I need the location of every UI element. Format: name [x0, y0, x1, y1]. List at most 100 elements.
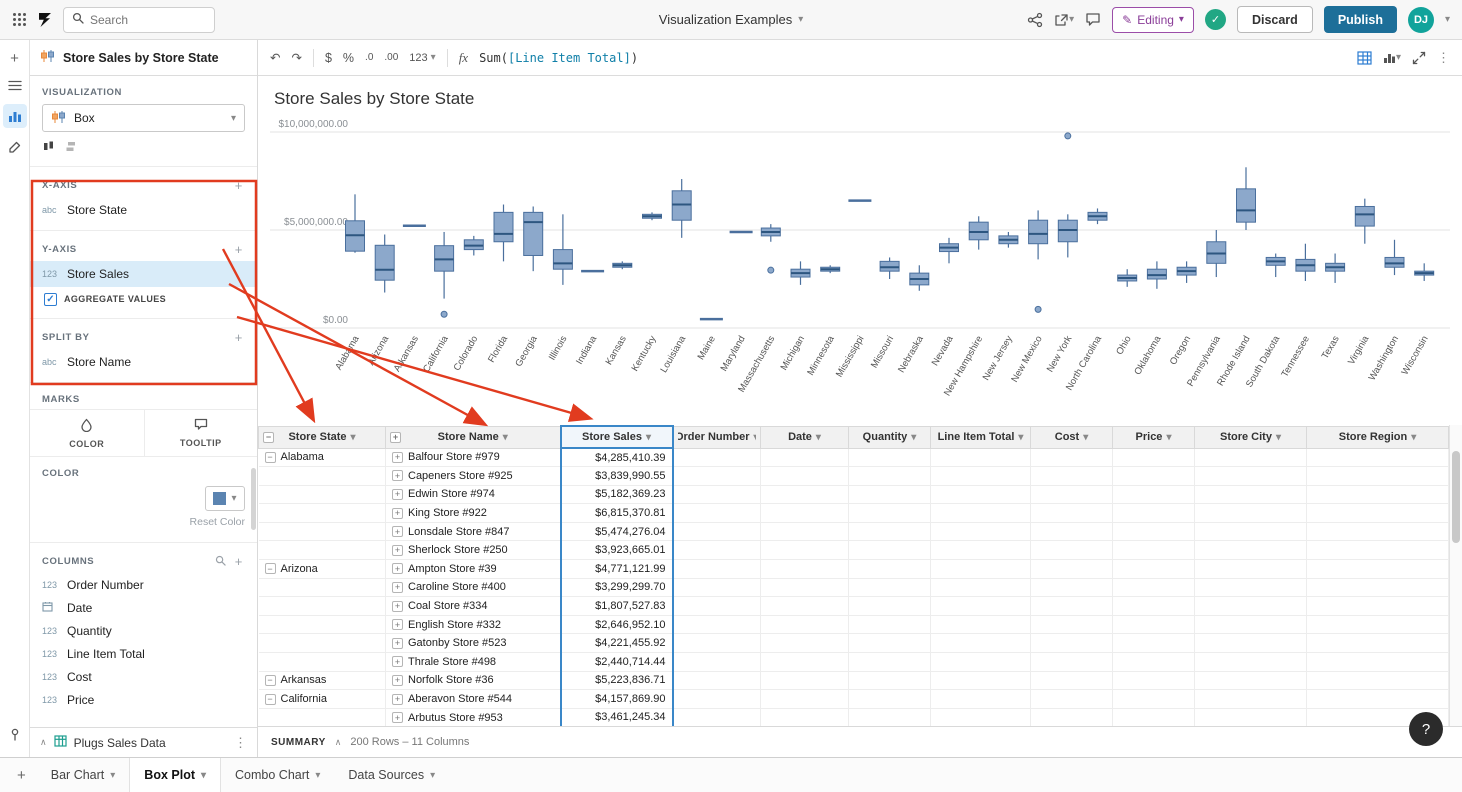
cell-store-name[interactable]: + Aberavon Store #544: [385, 689, 561, 709]
cell-empty[interactable]: [760, 522, 849, 542]
cell-store-sales[interactable]: $3,839,990.55: [559, 466, 674, 486]
column-header-date[interactable]: Date ▾: [760, 425, 849, 449]
cell-empty[interactable]: [1112, 615, 1195, 635]
plus-collapse-icon[interactable]: +: [390, 431, 401, 443]
cell-empty[interactable]: [1306, 522, 1449, 542]
cell-empty[interactable]: [930, 689, 1031, 709]
cell-empty[interactable]: [1194, 448, 1307, 468]
box-tennessee[interactable]: [1295, 243, 1316, 281]
cell-store-sales[interactable]: $4,771,121.99: [559, 559, 674, 579]
cell-store-sales[interactable]: $6,815,370.81: [559, 503, 674, 523]
cell-empty[interactable]: [760, 540, 849, 561]
chevron-down-icon[interactable]: ▾: [645, 431, 651, 443]
plus-expand-icon[interactable]: +: [392, 470, 403, 482]
cell-empty[interactable]: [672, 448, 761, 468]
column-header-store-city[interactable]: Store City ▾: [1194, 425, 1307, 449]
cell-empty[interactable]: [1306, 633, 1449, 654]
add-split-by-field-icon[interactable]: +: [234, 330, 243, 345]
cell-store-sales[interactable]: $3,299,299.70: [559, 578, 674, 598]
cell-store-sales[interactable]: $3,461,245.34: [559, 708, 674, 726]
cell-empty[interactable]: [848, 503, 931, 523]
cell-store-sales[interactable]: $4,157,869.90: [559, 689, 674, 709]
cell-store-name[interactable]: + Arbutus Store #953: [385, 708, 561, 726]
share-icon[interactable]: [1027, 12, 1043, 28]
cell-empty[interactable]: [1112, 485, 1195, 505]
cell-empty[interactable]: [1112, 540, 1195, 561]
chevron-up-icon[interactable]: ∧: [334, 736, 342, 747]
box-colorado[interactable]: [463, 235, 484, 256]
cell-empty[interactable]: [672, 633, 761, 654]
cell-empty[interactable]: [848, 466, 931, 486]
cell-empty[interactable]: [1112, 578, 1195, 598]
cell-empty[interactable]: [1306, 615, 1449, 635]
cell-store-sales[interactable]: $2,646,952.10: [559, 615, 674, 635]
cell-store-state[interactable]: [258, 578, 386, 598]
cell-empty[interactable]: [760, 652, 849, 672]
cell-empty[interactable]: [760, 708, 849, 726]
plus-expand-icon[interactable]: +: [392, 507, 403, 519]
cell-empty[interactable]: [672, 503, 761, 523]
cell-empty[interactable]: [1030, 503, 1113, 523]
sidebar-scrollbar-thumb[interactable]: [251, 468, 256, 530]
cell-store-state[interactable]: [258, 503, 386, 523]
aggregate-values-row[interactable]: ✓ AGGREGATE VALUES: [30, 287, 257, 311]
chevron-down-icon[interactable]: ▾: [1411, 431, 1417, 443]
cell-empty[interactable]: [1112, 448, 1195, 468]
cell-empty[interactable]: [930, 503, 1031, 523]
table-scrollbar[interactable]: [1449, 425, 1462, 726]
decrease-decimal-icon[interactable]: .0: [365, 52, 374, 63]
box-nebraska[interactable]: [909, 265, 930, 291]
cell-empty[interactable]: [848, 485, 931, 505]
plus-expand-icon[interactable]: +: [392, 488, 403, 500]
minus-collapse-icon[interactable]: −: [264, 674, 276, 686]
cell-empty[interactable]: [848, 540, 931, 561]
box-new-jersey[interactable]: [998, 231, 1019, 248]
cell-empty[interactable]: [672, 652, 761, 672]
tab-tooltip[interactable]: TOOLTIP: [143, 410, 257, 456]
column-header-line-item-total[interactable]: Line Item Total ▾: [930, 425, 1031, 449]
column-item-line-item-total[interactable]: 123 Line Item Total: [30, 642, 257, 665]
cell-empty[interactable]: [848, 671, 931, 691]
cell-empty[interactable]: [760, 485, 849, 505]
reset-color-link[interactable]: Reset Color: [189, 516, 245, 528]
table-scrollbar-thumb[interactable]: [1452, 451, 1460, 543]
chevron-down-icon[interactable]: ▾: [1444, 14, 1450, 25]
cell-store-sales[interactable]: $3,923,665.01: [559, 540, 674, 561]
cell-empty[interactable]: [672, 671, 761, 691]
chevron-down-icon[interactable]: ▾: [1275, 431, 1281, 443]
cell-store-name[interactable]: + Lonsdale Store #847: [385, 522, 561, 542]
cell-empty[interactable]: [848, 633, 931, 654]
app-grid-icon[interactable]: [12, 12, 27, 27]
doc-title[interactable]: Visualization Examples ▾: [659, 12, 803, 27]
cell-store-state[interactable]: [258, 540, 386, 561]
box-massachusetts[interactable]: [760, 224, 781, 274]
add-y-axis-field-icon[interactable]: +: [234, 242, 243, 257]
box-louisiana[interactable]: [671, 179, 692, 238]
cell-empty[interactable]: [672, 485, 761, 505]
cell-store-state[interactable]: [258, 708, 386, 726]
cell-empty[interactable]: [1306, 466, 1449, 486]
page-tab-bar-chart[interactable]: Bar Chart ▾: [37, 758, 130, 792]
column-header-quantity[interactable]: Quantity ▾: [848, 425, 931, 449]
more-menu-icon[interactable]: ⋮: [1437, 49, 1450, 65]
cell-empty[interactable]: [930, 466, 1031, 486]
redo-icon[interactable]: ↷: [291, 51, 302, 65]
cell-empty[interactable]: [930, 540, 1031, 561]
cell-empty[interactable]: [672, 689, 761, 709]
cell-empty[interactable]: [930, 596, 1031, 616]
currency-format-icon[interactable]: $: [324, 50, 332, 65]
cell-empty[interactable]: [1112, 503, 1195, 523]
cell-store-state[interactable]: [258, 466, 386, 486]
column-header-order-number[interactable]: Order Number ▾: [672, 425, 761, 449]
minus-collapse-icon[interactable]: −: [263, 431, 274, 443]
cell-empty[interactable]: [1306, 671, 1449, 691]
cell-empty[interactable]: [672, 466, 761, 486]
comment-icon[interactable]: [1085, 12, 1101, 27]
chevron-down-icon[interactable]: ▾: [754, 432, 756, 443]
box-ohio[interactable]: [1117, 269, 1138, 287]
cell-empty[interactable]: [672, 559, 761, 579]
cell-empty[interactable]: [1030, 596, 1113, 616]
page-tab-combo-chart[interactable]: Combo Chart ▾: [221, 758, 334, 792]
cell-empty[interactable]: [1030, 689, 1113, 709]
cell-empty[interactable]: [1194, 615, 1307, 635]
